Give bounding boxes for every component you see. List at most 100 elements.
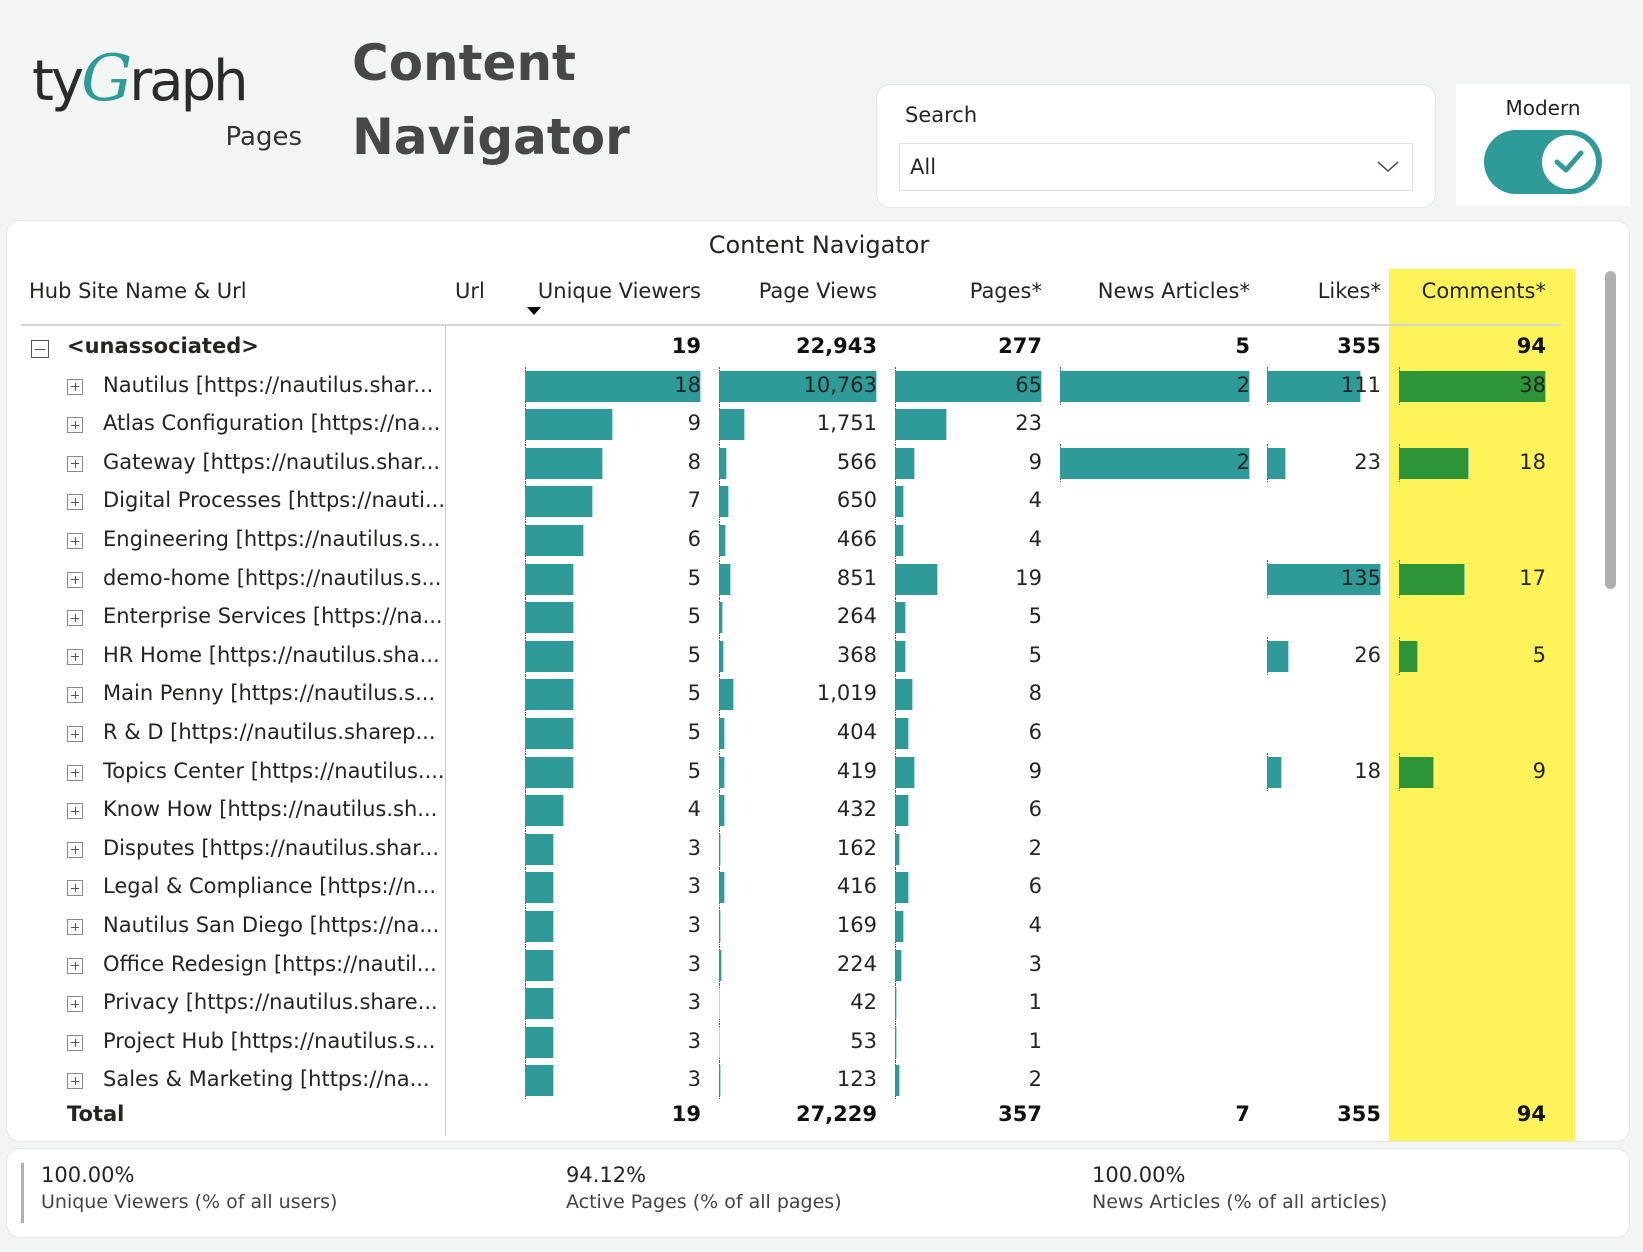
expand-icon[interactable] xyxy=(67,494,83,511)
table-row[interactable]: Disputes [https://nautilus.shar... 3 162 2 xyxy=(7,829,1629,868)
row-name: Enterprise Services [https://na... xyxy=(103,604,443,629)
table-row[interactable]: Gateway [https://nautilus.shar... 8 566 9 2 2… xyxy=(7,443,1629,482)
cell-comments xyxy=(1399,984,1546,1022)
cell-comments: 5 xyxy=(1399,636,1546,675)
column-header-pages[interactable]: Pages* xyxy=(969,279,1042,303)
expand-icon[interactable] xyxy=(67,764,83,781)
expand-icon[interactable] xyxy=(67,919,83,935)
cell-page-views: 368 xyxy=(719,636,877,675)
search-dropdown[interactable]: All xyxy=(899,143,1413,191)
cell-comments xyxy=(1399,1023,1546,1061)
content-navigator-table: Content Navigator Hub Site Name & Url Ur… xyxy=(6,220,1630,1142)
expand-icon[interactable] xyxy=(67,687,83,704)
table-row[interactable]: Legal & Compliance [https://n... 3 416 6 xyxy=(7,868,1629,907)
modern-toggle-switch[interactable] xyxy=(1484,130,1602,194)
kpi-value: 100.00% xyxy=(1092,1163,1186,1187)
total-label: Total xyxy=(67,1102,125,1126)
cell-likes xyxy=(1267,598,1381,636)
modern-toggle-label: Modern xyxy=(1505,96,1581,120)
cell-value: 5 xyxy=(687,720,701,744)
data-bar-unique-viewers xyxy=(525,370,701,402)
expand-icon[interactable] xyxy=(67,957,83,974)
expand-icon[interactable] xyxy=(67,571,83,588)
data-bar-pages xyxy=(895,409,947,441)
search-selected-value: All xyxy=(910,155,937,179)
data-bar-comments xyxy=(1399,756,1434,788)
cell-unique-viewers: 5 xyxy=(525,752,701,791)
table-row[interactable]: Sales & Marketing [https://na... 3 123 2 xyxy=(7,1061,1629,1100)
cell-value: 404 xyxy=(836,720,877,744)
vertical-scrollbar[interactable] xyxy=(1605,271,1616,589)
table-row[interactable]: Office Redesign [https://nautil... 3 224 3 xyxy=(7,945,1629,984)
table-row[interactable]: Know How [https://nautilus.sh... 4 432 6 xyxy=(7,791,1629,830)
expand-icon[interactable] xyxy=(67,455,83,472)
table-row[interactable]: Nautilus [https://nautilus.shar... 18 10,7… xyxy=(7,366,1629,405)
cell-comments: 9 xyxy=(1399,752,1546,791)
cell-news-articles xyxy=(1060,521,1250,559)
page-title: Content Navigator xyxy=(352,26,630,174)
cell-likes xyxy=(1267,1023,1381,1061)
expand-icon[interactable] xyxy=(67,648,83,665)
cell-comments xyxy=(1399,482,1546,520)
table-row[interactable]: Topics Center [https://nautilus.... 5 419 9… xyxy=(7,752,1629,791)
row-name: Nautilus San Diego [https://na... xyxy=(103,913,440,937)
expand-icon[interactable] xyxy=(67,378,83,395)
table-row[interactable]: Atlas Configuration [https://na... 9 1,751… xyxy=(7,405,1629,444)
table-row[interactable]: Privacy [https://nautilus.share... 3 42 1 xyxy=(7,984,1629,1023)
table-row[interactable]: Enterprise Services [https://na... 5 264 5 xyxy=(7,598,1629,637)
column-header-news-articles[interactable]: News Articles* xyxy=(1097,279,1250,303)
table-row[interactable]: Main Penny [https://nautilus.s... 5 1,019 8 xyxy=(7,675,1629,714)
row-name: Legal & Compliance [https://n... xyxy=(103,874,437,899)
table-row[interactable]: HR Home [https://nautilus.sha... 5 368 5 26 5 xyxy=(7,636,1629,675)
cell-value: 432 xyxy=(836,797,877,822)
table-row[interactable]: R & D [https://nautilus.sharep... 5 404 6 xyxy=(7,714,1629,752)
cell-value: 38 xyxy=(1519,372,1546,397)
expand-icon[interactable] xyxy=(67,880,83,897)
column-header-comments[interactable]: Comments* xyxy=(1421,279,1546,303)
expand-icon[interactable] xyxy=(67,533,83,549)
cell-value: 135 xyxy=(1340,565,1381,590)
data-bar-likes xyxy=(1267,370,1361,402)
cell-news-articles xyxy=(1060,907,1250,945)
column-header-hub-site[interactable]: Hub Site Name & Url xyxy=(29,279,247,303)
table-row[interactable]: Engineering [https://nautilus.s... 6 466 4 xyxy=(7,521,1629,559)
data-bar-comments xyxy=(1399,370,1546,402)
cell-value: 6 xyxy=(1028,874,1042,899)
cell-unique-viewers: 3 xyxy=(525,945,701,984)
data-bar-comments xyxy=(1399,563,1465,595)
cell-comments xyxy=(1399,675,1546,713)
collapse-icon[interactable] xyxy=(31,340,49,358)
table-row[interactable]: Nautilus San Diego [https://na... 3 169 4 xyxy=(7,907,1629,945)
modern-toggle-card: Modern xyxy=(1456,84,1630,206)
column-header-likes[interactable]: Likes* xyxy=(1317,279,1381,303)
table-row[interactable]: Digital Processes [https://nauti... 7 650 4 xyxy=(7,482,1629,521)
expand-icon[interactable] xyxy=(67,841,83,858)
table-row[interactable]: Project Hub [https://nautilus.s... 3 53 1 xyxy=(7,1022,1629,1061)
table-row[interactable]: demo-home [https://nautilus.s... 5 851 19 13… xyxy=(7,559,1629,598)
data-bar-pages xyxy=(895,833,900,865)
cell-value: 5 xyxy=(1235,334,1250,358)
column-header-url[interactable]: Url xyxy=(455,279,485,303)
expand-icon[interactable] xyxy=(67,803,83,820)
column-header-unique-viewers[interactable]: Unique Viewers xyxy=(537,279,701,303)
expand-icon[interactable] xyxy=(67,996,83,1013)
data-bar-page-views xyxy=(719,370,877,402)
data-bar-unique-viewers xyxy=(525,795,565,827)
data-bar-page-views xyxy=(719,872,726,904)
expand-icon[interactable] xyxy=(67,417,83,434)
table-group-row[interactable]: <unassociated> 19 22,943 277 5 355 94 xyxy=(7,328,1629,366)
data-bar-unique-viewers xyxy=(525,949,555,981)
data-bar-likes xyxy=(1267,640,1289,672)
cell-value: 4 xyxy=(1028,913,1042,937)
expand-icon[interactable] xyxy=(67,726,83,742)
cell-value: 65 xyxy=(1015,372,1042,397)
column-header-page-views[interactable]: Page Views xyxy=(758,279,877,303)
page-title-line-2: Navigator xyxy=(352,108,630,166)
expand-icon[interactable] xyxy=(67,610,83,627)
cell-value: 2 xyxy=(1028,1067,1042,1092)
cell-value: 3 xyxy=(687,951,701,976)
row-name: Know How [https://nautilus.sh... xyxy=(103,797,438,822)
expand-icon[interactable] xyxy=(67,1073,83,1090)
row-name: Gateway [https://nautilus.shar... xyxy=(103,449,441,474)
expand-icon[interactable] xyxy=(67,1034,83,1051)
